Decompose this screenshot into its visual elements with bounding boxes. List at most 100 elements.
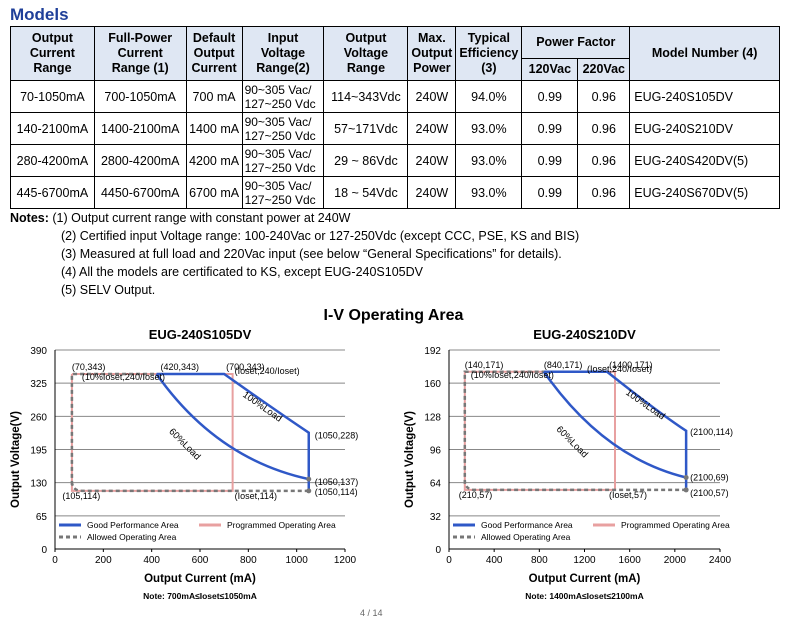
x-tick-label: 800: [531, 555, 548, 566]
cell-default-current: 4200 mA: [185, 144, 243, 177]
cell-output-current-range: 280-4200mA: [10, 144, 95, 177]
header-model-number: Model Number (4): [629, 26, 780, 81]
y-tick-label: 192: [424, 346, 441, 357]
cell-efficiency: 93.0%: [455, 144, 523, 177]
y-tick-label: 195: [30, 446, 47, 457]
x-tick-label: 0: [446, 555, 452, 566]
input-vac: 90~305 Vac/: [244, 178, 312, 193]
x-tick-label: 1200: [334, 555, 357, 566]
cell-input-voltage: 90~305 Vac/127~250 Vdc: [241, 144, 325, 177]
x-tick-label: 200: [95, 555, 112, 566]
y-tick-label: 0: [435, 545, 441, 556]
y-tick-label: 128: [424, 412, 441, 423]
input-vdc: 127~250 Vdc: [244, 128, 316, 143]
header-typical-efficiency: Typical Efficiency (3): [455, 26, 523, 81]
cell-full-power-range: 4450-6700mA: [93, 176, 187, 209]
header-full-power-current-range: Full-Power Current Range (1): [93, 26, 187, 81]
cell-full-power-range: 700-1050mA: [93, 80, 187, 113]
programmed-operating-area: [70, 372, 234, 492]
header-output-voltage-range: Output Voltage Range: [323, 26, 409, 81]
allowed-operating-area: [463, 370, 687, 492]
y-axis-label: Output Voltage(V): [404, 411, 416, 508]
chart-title: EUG-240S210DV: [533, 327, 636, 342]
curve-label-100-load: 100%Load: [240, 389, 284, 424]
legend-label-allowed: Allowed Operating Area: [481, 532, 571, 542]
table-row: 445-6700mA 4450-6700mA 6700 mA 90~305 Va…: [10, 176, 780, 209]
cell-efficiency: 93.0%: [455, 176, 523, 209]
y-tick-label: 96: [430, 446, 442, 457]
x-tick-label: 400: [143, 555, 160, 566]
table-row: 70-1050mA 700-1050mA 700 mA 90~305 Vac/1…: [10, 80, 780, 113]
legend-label-good: Good Performance Area: [87, 520, 179, 530]
legend-label-allowed: Allowed Operating Area: [87, 532, 177, 542]
cell-input-voltage: 90~305 Vac/127~250 Vdc: [241, 176, 325, 209]
header-pf-220vac: 220Vac: [577, 58, 631, 81]
note-item: (4) All the models are certificated to K…: [61, 265, 423, 279]
y-tick-label: 390: [30, 346, 47, 357]
curve-label-100-load: 100%Load: [623, 387, 667, 422]
cell-pf-220: 0.96: [577, 80, 631, 113]
input-vac: 90~305 Vac/: [244, 82, 312, 97]
header-pf-120vac: 120Vac: [521, 58, 579, 81]
x-tick-label: 1600: [619, 555, 642, 566]
cell-model-number: EUG-240S420DV(5): [629, 144, 780, 177]
cell-pf-220: 0.96: [577, 112, 631, 145]
note-item: (2) Certified input Voltage range: 100-2…: [61, 229, 580, 243]
input-vdc: 127~250 Vdc: [244, 160, 316, 175]
cell-default-current: 700 mA: [185, 80, 243, 113]
point-marker: [306, 488, 312, 494]
header-output-current-range: Output Current Range: [10, 26, 95, 81]
y-tick-label: 325: [30, 379, 47, 390]
good-performance-area: [542, 370, 688, 490]
cell-input-voltage: 90~305 Vac/127~250 Vdc: [241, 112, 325, 145]
header-power-factor: Power Factor: [521, 26, 631, 59]
good-performance-area: [155, 372, 310, 491]
point-annotation: (2100,57): [690, 488, 729, 498]
cell-max-power: 240W: [407, 144, 457, 177]
point-annotation: (Ioset,240/Ioset): [235, 366, 300, 376]
legend-label-good: Good Performance Area: [481, 520, 573, 530]
cell-full-power-range: 2800-4200mA: [93, 144, 187, 177]
point-annotation: (210,57): [459, 490, 493, 500]
y-tick-label: 260: [30, 412, 47, 423]
point-marker: [683, 474, 689, 480]
y-tick-label: 32: [430, 512, 442, 523]
cell-input-voltage: 90~305 Vac/127~250 Vdc: [241, 80, 325, 113]
notes: Notes: (1) Output current range with con…: [10, 209, 579, 299]
programmed-operating-area: [463, 370, 616, 491]
point-annotation: (140,171): [465, 360, 504, 370]
point-annotation: (Ioset,57): [609, 490, 647, 500]
cell-efficiency: 94.0%: [455, 80, 523, 113]
cell-pf-120: 0.99: [521, 176, 579, 209]
legend-label-programmed: Programmed Operating Area: [227, 520, 336, 530]
iv-operating-area-title: I-V Operating Area: [323, 307, 464, 324]
cell-max-power: 240W: [407, 112, 457, 145]
point-annotation: (70,343): [72, 362, 106, 372]
cell-output-current-range: 70-1050mA: [10, 80, 95, 113]
chart-note: Note: 1400mA≤Ioset≤2100mA: [525, 591, 643, 601]
curve-label-60-load: 60%Load: [554, 424, 590, 460]
point-annotation: (840,171): [544, 360, 583, 370]
table-row: 140-2100mA 1400-2100mA 1400 mA 90~305 Va…: [10, 112, 780, 145]
x-tick-label: 2400: [709, 555, 732, 566]
header-max-output-power: Max. Output Power: [407, 26, 457, 81]
cell-output-voltage: 29 ~ 86Vdc: [323, 144, 409, 177]
cell-output-voltage: 57~171Vdc: [323, 112, 409, 145]
iv-chart-eug-240s210dv: EUG-240S210DV 0 32 64 96 128 160 192 0 400 800 1200…: [404, 327, 733, 601]
point-annotation: (2100,69): [690, 472, 729, 482]
note-item: Notes: (1) Output current range with con…: [10, 209, 579, 227]
cell-pf-220: 0.96: [577, 176, 631, 209]
cell-model-number: EUG-240S210DV: [629, 112, 780, 145]
cell-output-voltage: 18 ~ 54Vdc: [323, 176, 409, 209]
point-annotation: (700,343): [226, 362, 265, 372]
x-tick-label: 1000: [286, 555, 309, 566]
point-annotation: (1050,114): [315, 487, 358, 497]
point-annotation: (10%Ioset,240/Ioset): [82, 372, 165, 382]
x-tick-label: 0: [52, 555, 58, 566]
cell-max-power: 240W: [407, 80, 457, 113]
header-input-voltage-range: Input Voltage Range(2): [241, 26, 325, 81]
input-vdc: 127~250 Vdc: [244, 192, 316, 207]
table-row: 280-4200mA 2800-4200mA 4200 mA 90~305 Va…: [10, 144, 780, 177]
input-vdc: 127~250 Vdc: [244, 96, 316, 111]
y-tick-label: 160: [424, 379, 441, 390]
